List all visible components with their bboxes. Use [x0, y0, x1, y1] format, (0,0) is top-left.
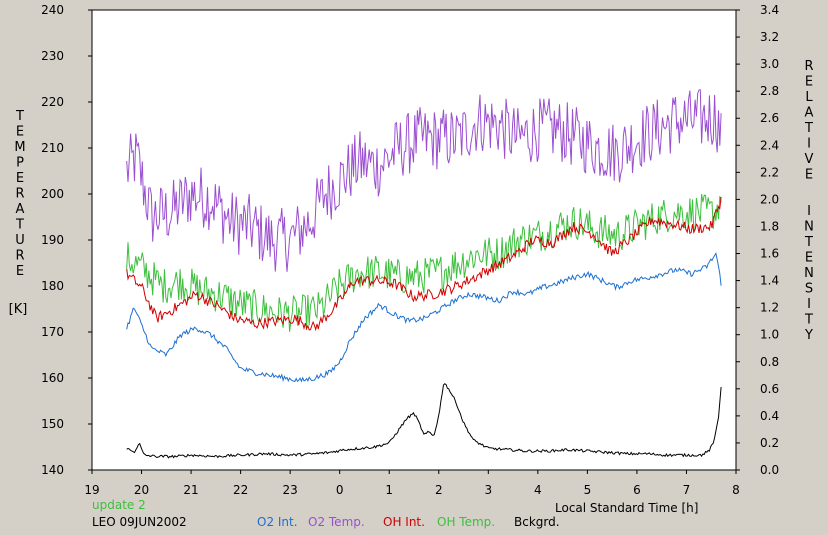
right-tick-label: 0.6 — [760, 382, 779, 396]
right-axis-letter: E — [805, 75, 813, 90]
right-tick-label: 0.2 — [760, 436, 779, 450]
x-tick-label: 4 — [534, 483, 542, 497]
left-axis-letter: E — [16, 171, 24, 186]
left-tick-label: 240 — [41, 3, 64, 17]
series-line-oh-temp — [126, 194, 722, 332]
right-axis-letter: L — [805, 90, 813, 105]
left-axis-letter: T — [15, 218, 24, 233]
right-tick-label: 2.8 — [760, 84, 779, 98]
right-tick-label: 0.4 — [760, 409, 779, 423]
left-axis-letter: T — [15, 109, 24, 124]
x-tick-label: 3 — [484, 483, 492, 497]
right-axis-letter: N — [804, 220, 814, 235]
legend-item: O2 Int. — [257, 515, 298, 529]
left-axis-letter: E — [16, 125, 24, 140]
left-axis-letter: M — [14, 140, 25, 155]
right-tick-label: 2.4 — [760, 138, 779, 152]
left-axis-unit: [K] — [9, 302, 28, 317]
left-axis-letter: P — [16, 156, 24, 171]
right-axis-letter: I — [807, 204, 811, 219]
right-axis-letter: E — [805, 168, 813, 183]
right-tick-label: 2.6 — [760, 111, 779, 125]
right-tick-label: 1.6 — [760, 247, 779, 261]
right-axis: 0.0 0.2 0.4 0.6 0.8 1.0 1.2 1.4 1.6 1.8 2.0 2.2 2.4 2… — [736, 3, 779, 477]
series-line-o2-temp — [126, 89, 722, 272]
right-axis-letter: N — [804, 266, 814, 281]
left-tick-label: 180 — [41, 279, 64, 293]
left-tick-label: 150 — [41, 417, 64, 431]
left-tick-label: 170 — [41, 325, 64, 339]
left-axis-letter: U — [15, 233, 25, 248]
x-tick-label: 21 — [183, 483, 198, 497]
right-axis-letter: T — [804, 235, 813, 250]
series-line-bckgrd — [126, 383, 722, 459]
legend-item: Bckgrd. — [514, 515, 560, 529]
right-tick-label: 3.0 — [760, 57, 779, 71]
series-layer — [126, 89, 722, 459]
right-axis-letter: I — [807, 137, 811, 152]
left-tick-label: 200 — [41, 187, 64, 201]
right-axis-letter: A — [805, 106, 814, 121]
right-tick-label: 1.0 — [760, 328, 779, 342]
x-axis: 19 20 21 22 23 0 1 2 3 4 5 6 7 8 — [84, 470, 740, 497]
left-tick-label: 220 — [41, 95, 64, 109]
x-tick-label: 8 — [732, 483, 740, 497]
site-date-label: LEO 09JUN2002 — [92, 515, 187, 529]
right-axis-letter: S — [805, 282, 813, 297]
x-tick-label: 6 — [633, 483, 641, 497]
left-axis-letter: R — [15, 249, 24, 264]
x-axis-label: Local Standard Time [h] — [555, 501, 698, 515]
right-axis-letter: E — [805, 251, 813, 266]
x-tick-label: 22 — [233, 483, 248, 497]
x-tick-label: 19 — [84, 483, 99, 497]
right-tick-label: 3.2 — [760, 30, 779, 44]
right-axis-letter: V — [805, 152, 814, 167]
x-tick-label: 20 — [134, 483, 149, 497]
x-tick-label: 1 — [385, 483, 393, 497]
x-tick-label: 5 — [584, 483, 592, 497]
right-axis-letter: T — [804, 313, 813, 328]
right-axis-letter: T — [804, 121, 813, 136]
legend-item: O2 Temp. — [308, 515, 365, 529]
left-tick-label: 140 — [41, 463, 64, 477]
left-tick-label: 230 — [41, 49, 64, 63]
right-axis-letter: I — [807, 297, 811, 312]
left-tick-label: 210 — [41, 141, 64, 155]
left-axis-letter: E — [16, 264, 24, 279]
legend: O2 Int. O2 Temp. OH Int. OH Temp. Bckgrd. — [257, 515, 560, 529]
legend-item: OH Int. — [383, 515, 425, 529]
x-tick-label: 2 — [435, 483, 443, 497]
x-tick-label: 7 — [683, 483, 691, 497]
right-tick-label: 2.0 — [760, 192, 779, 206]
right-tick-label: 0.0 — [760, 463, 779, 477]
plot-area — [91, 9, 737, 471]
update-label: update 2 — [92, 498, 146, 512]
right-tick-label: 1.8 — [760, 219, 779, 233]
left-tick-label: 190 — [41, 233, 64, 247]
right-axis-letter: Y — [804, 328, 813, 343]
left-axis-letter: A — [16, 202, 25, 217]
series-line-oh-int — [126, 196, 722, 332]
right-tick-label: 2.2 — [760, 165, 779, 179]
right-tick-label: 3.4 — [760, 3, 779, 17]
x-tick-label: 23 — [283, 483, 298, 497]
x-tick-label: 0 — [336, 483, 344, 497]
left-axis-letter: R — [15, 187, 24, 202]
series-line-o2-int — [126, 252, 722, 383]
right-tick-label: 0.8 — [760, 355, 779, 369]
legend-item: OH Temp. — [437, 515, 495, 529]
right-tick-label: 1.2 — [760, 301, 779, 315]
left-tick-label: 160 — [41, 371, 64, 385]
left-axis: 140 150 160 170 180 190 200 210 220 230 240 — [41, 3, 92, 477]
right-axis-letter: R — [804, 59, 813, 74]
right-tick-label: 1.4 — [760, 274, 779, 288]
